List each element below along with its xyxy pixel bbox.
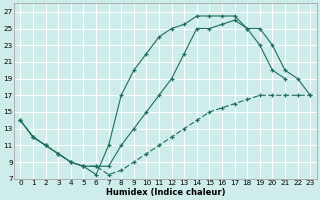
X-axis label: Humidex (Indice chaleur): Humidex (Indice chaleur) xyxy=(106,188,225,197)
